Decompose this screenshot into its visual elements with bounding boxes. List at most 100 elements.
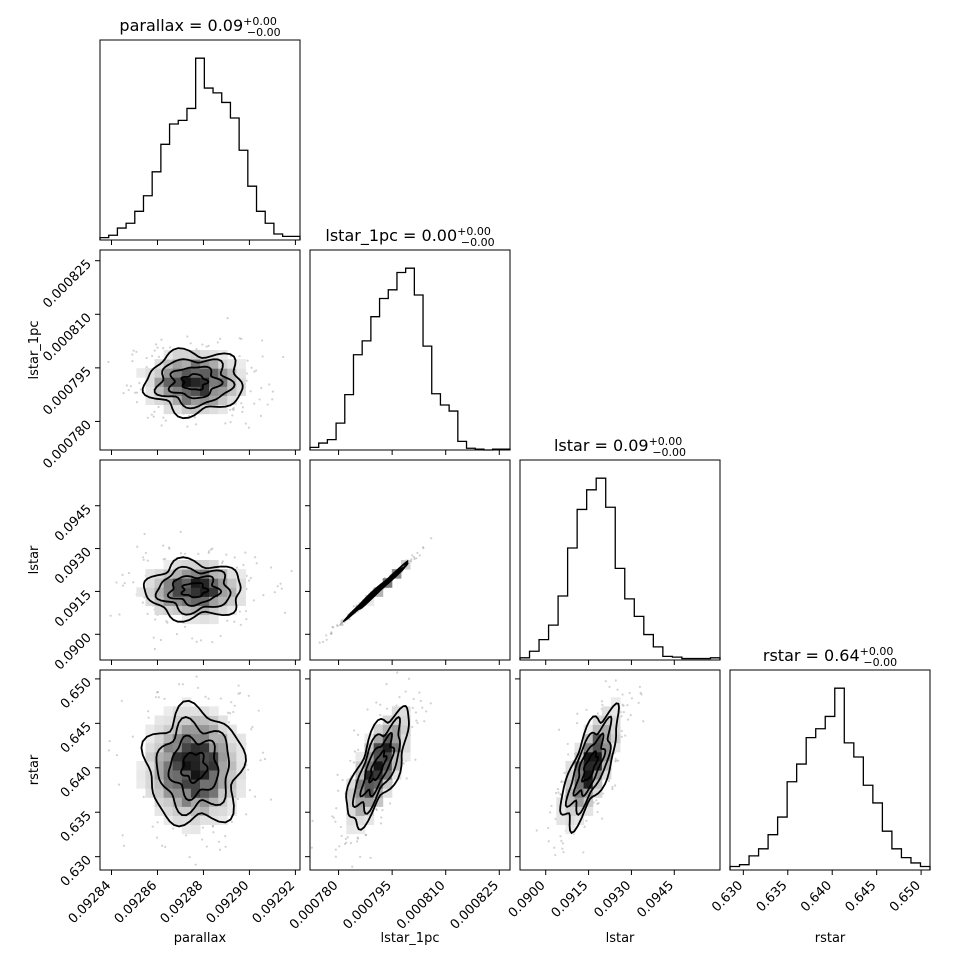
density-cell [565, 788, 576, 798]
sample-point [201, 343, 204, 346]
scatter-panel-lstar_1pc-vs-lstar [305, 459, 511, 665]
density-cell [163, 377, 174, 387]
density-cell [145, 733, 156, 744]
sample-point [560, 780, 563, 783]
sample-point [614, 760, 617, 763]
contour-0.5-sigma [180, 582, 210, 599]
density-cell [200, 359, 210, 369]
density-cell [172, 587, 183, 597]
sample-point [244, 551, 247, 554]
density-cell [172, 605, 183, 616]
density-cell [163, 724, 174, 735]
sample-point [255, 369, 258, 372]
density-cell [209, 724, 219, 735]
density-cell [154, 788, 165, 798]
density-cell [190, 605, 201, 616]
sample-point [627, 718, 630, 721]
density-cell [163, 760, 174, 771]
sample-point [616, 688, 619, 691]
sample-point [597, 801, 600, 805]
density-cell [218, 587, 228, 597]
sample-point [560, 839, 563, 843]
density-cell [364, 770, 375, 780]
density-cell [209, 377, 219, 387]
sample-point [122, 391, 125, 395]
sample-point [410, 558, 413, 561]
density-cell [190, 733, 201, 744]
sample-point [135, 391, 139, 394]
density-cell [200, 578, 210, 588]
density-cell [172, 815, 183, 826]
sample-point [379, 822, 383, 825]
sample-point [359, 855, 362, 858]
sample-point [414, 758, 417, 761]
sample-point [563, 771, 566, 774]
density-cell [218, 779, 228, 789]
sample-point [617, 759, 620, 762]
density-cell [583, 779, 594, 789]
sample-point [224, 422, 227, 425]
density-cell [145, 395, 156, 406]
density-cell [364, 779, 375, 789]
axes-frame [519, 669, 721, 871]
density-cell [181, 395, 192, 406]
sample-point [228, 408, 232, 411]
density-cell [218, 715, 228, 726]
density-cell [364, 797, 375, 807]
sample-point [356, 840, 359, 843]
density-cell [190, 806, 201, 816]
sample-point [120, 699, 123, 703]
contour-1.5-sigma [351, 715, 401, 815]
density-cell [163, 587, 174, 597]
density-cell [227, 760, 237, 771]
sample-point [411, 725, 414, 729]
density-cell [346, 797, 356, 807]
density-cell [227, 587, 237, 597]
sample-point [212, 831, 215, 834]
density-cell [200, 569, 210, 579]
sample-point [423, 720, 426, 723]
sample-point [238, 610, 241, 613]
density-cell [154, 760, 165, 771]
sample-point [238, 337, 241, 340]
sample-point [329, 632, 333, 635]
density-cell [209, 614, 219, 625]
sample-point [290, 569, 293, 573]
contour-2-sigma [141, 347, 244, 420]
density-cell [218, 386, 228, 396]
sample-point [145, 365, 148, 369]
sample-point [121, 573, 124, 576]
sample-point [339, 623, 342, 626]
sample-point [164, 419, 167, 422]
sample-point [131, 735, 134, 738]
density-cell [136, 368, 146, 378]
y-tick-label: 0.000795 [40, 364, 94, 418]
sample-point [622, 710, 625, 714]
density-cell [200, 788, 210, 798]
sample-point [562, 851, 565, 854]
sample-point [94, 735, 96, 737]
contour-0.5-sigma [368, 749, 388, 784]
sample-point [207, 344, 210, 347]
density-cell [172, 395, 183, 406]
density-cell [583, 733, 594, 744]
sample-point [154, 696, 158, 699]
sample-point [348, 618, 351, 621]
density-cell [154, 733, 165, 744]
density-cell [190, 742, 201, 753]
x-axis-label-rstar: rstar [815, 931, 846, 946]
sample-point [175, 632, 179, 636]
sample-point [346, 836, 349, 839]
density-cell [190, 368, 201, 378]
sample-point [332, 626, 335, 629]
sample-point [311, 819, 314, 822]
x-axis-label-parallax: parallax [174, 931, 227, 946]
sample-point [163, 557, 167, 560]
y-tick-label: 0.645 [58, 720, 95, 757]
contour-1-sigma [359, 731, 396, 798]
sample-point [567, 753, 570, 756]
sample-point [601, 817, 604, 820]
sample-point [596, 802, 599, 805]
x-tick-label: 0.09288 [158, 878, 207, 927]
